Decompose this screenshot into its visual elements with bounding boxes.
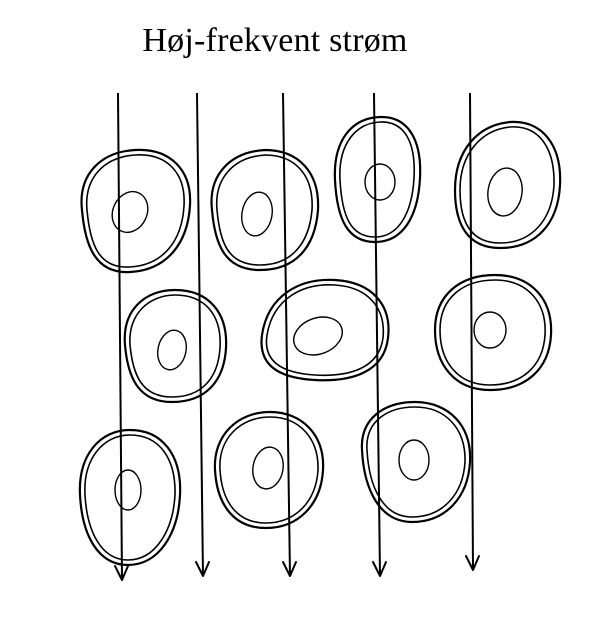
nucleus-2	[241, 191, 273, 237]
current-arrow-2	[195, 92, 210, 577]
cell-5	[123, 288, 228, 404]
cell-7	[433, 273, 553, 392]
cell-8	[78, 428, 182, 567]
current-arrow-5	[465, 92, 480, 571]
nucleus-10	[398, 439, 430, 481]
nucleus-3	[364, 163, 396, 201]
cell-10	[360, 400, 472, 524]
cell-4	[453, 120, 562, 250]
nucleus-8	[114, 469, 142, 511]
cell-2	[210, 148, 320, 272]
cell-3	[333, 115, 422, 244]
current-arrow-1	[114, 92, 129, 581]
current-arrow-3	[282, 92, 297, 577]
current-arrow-4	[372, 92, 387, 577]
cell-1	[80, 148, 192, 274]
nucleus-6	[293, 316, 343, 356]
nucleus-5	[156, 329, 188, 371]
diagram-title: Høj-frekvent strøm	[142, 22, 408, 59]
nucleus-4	[487, 167, 523, 217]
nucleus-1	[111, 190, 149, 234]
nucleus-7	[473, 311, 507, 349]
nucleus-9	[252, 446, 284, 490]
cell-6	[260, 278, 390, 382]
cell-9	[213, 410, 325, 530]
